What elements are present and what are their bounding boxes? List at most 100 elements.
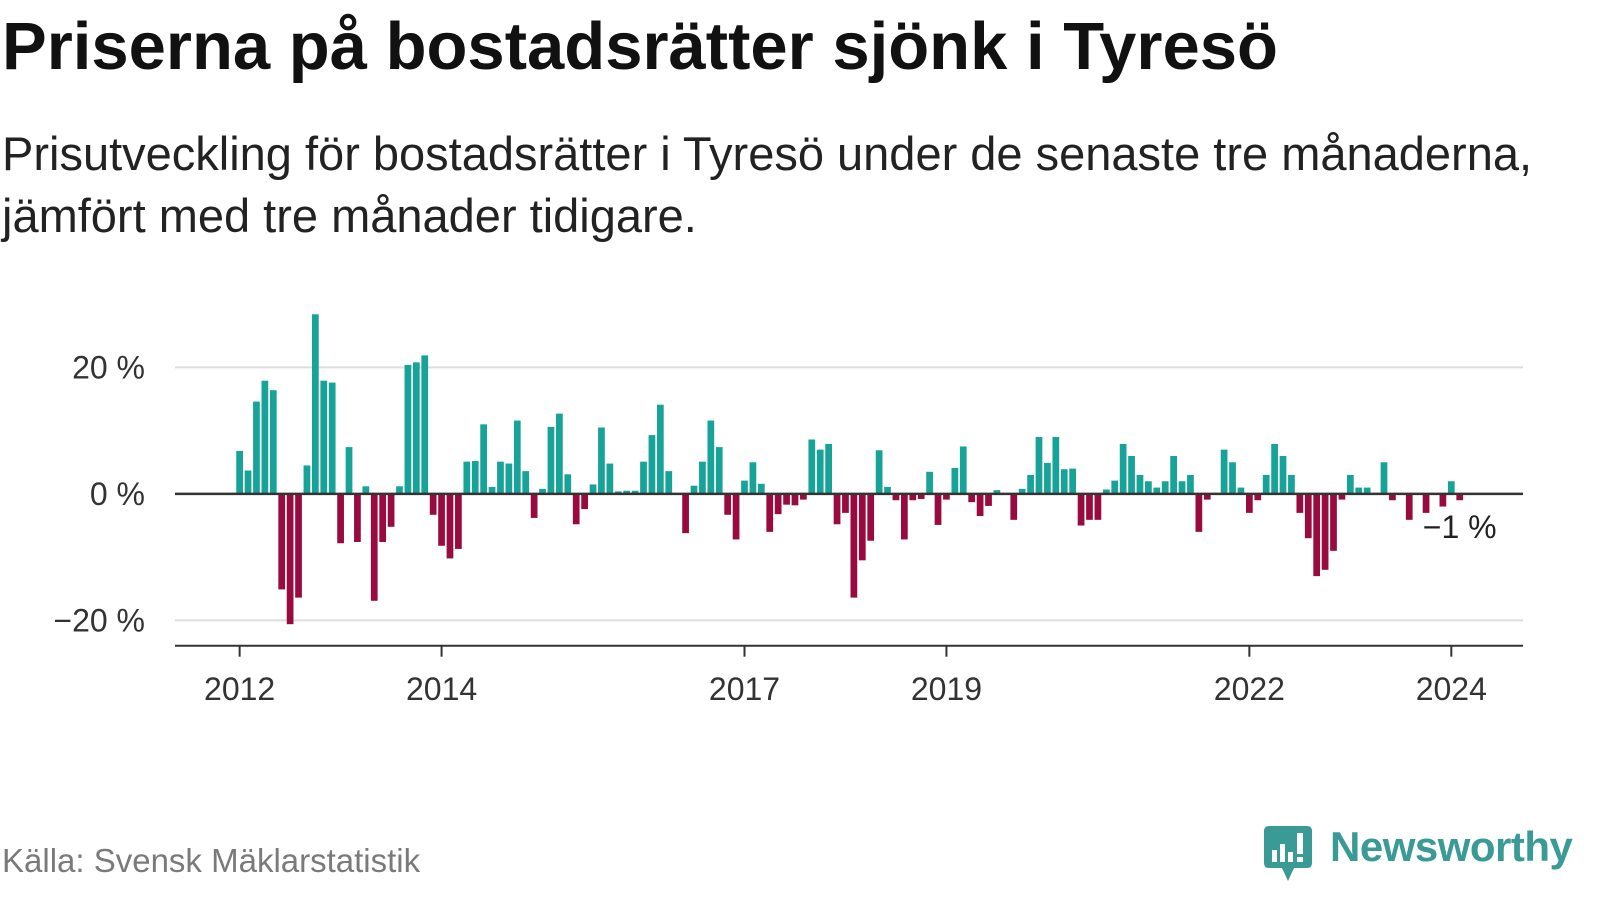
bar-2015-10 <box>614 491 622 494</box>
bar-2019-01 <box>943 493 950 500</box>
bar-2021-12 <box>1237 487 1245 494</box>
labels: 20 % 0 % −20 % 2012 2014 2017 2019 2022 2024 −1 % <box>53 349 1496 707</box>
y-tick-label: −20 % <box>53 602 145 638</box>
bar-2013-02 <box>345 447 353 494</box>
bar-2021-11 <box>1229 462 1236 494</box>
bars <box>236 314 1464 625</box>
bar-2023-12 <box>1439 493 1447 507</box>
bar-2017-06 <box>783 493 790 505</box>
bar-2013-04 <box>362 486 370 494</box>
bar-2018-01 <box>842 493 849 513</box>
gridlines <box>175 366 1523 622</box>
bar-2018-10 <box>917 493 925 499</box>
bar-2014-08 <box>497 461 504 494</box>
bar-2018-02 <box>850 493 858 598</box>
bar-2012-05 <box>269 390 277 494</box>
bar-2012-06 <box>278 493 286 590</box>
bar-2017-03 <box>757 483 765 494</box>
bar-2021-04 <box>1170 455 1177 494</box>
bar-2016-11 <box>724 493 732 515</box>
bar-2017-02 <box>749 462 757 494</box>
chart-title: Priserna på bostadsrätter sjönk i Tyresö <box>2 9 1278 84</box>
bar-2020-01 <box>1044 462 1051 494</box>
bar-2020-07 <box>1094 493 1102 520</box>
bar-2021-01 <box>1145 481 1152 494</box>
bar-2019-03 <box>959 446 967 494</box>
bar-2012-11 <box>320 380 328 494</box>
bar-2018-04 <box>867 493 875 541</box>
bar-2015-03 <box>556 413 563 494</box>
brand-name: Newsworthy <box>1330 823 1573 870</box>
newsworthy-logo: Newsworthy <box>1262 822 1582 886</box>
bar-2012-04 <box>261 380 269 494</box>
bar-2019-07 <box>993 490 1001 494</box>
bar-2021-05 <box>1178 481 1186 494</box>
bar-2020-11 <box>1128 455 1135 494</box>
bar-2014-04 <box>463 461 471 494</box>
bar-2015-09 <box>606 463 614 494</box>
bar-2016-06 <box>682 493 689 534</box>
last-value-annotation: −1 % <box>1423 509 1497 545</box>
bar-2023-03 <box>1363 487 1371 494</box>
bar-2014-07 <box>488 486 496 494</box>
bar-2021-03 <box>1161 481 1169 494</box>
source-note: Källa: Svensk Mäklarstatistik <box>2 842 421 879</box>
bar-2022-11 <box>1330 493 1337 551</box>
bar-2019-09 <box>1010 493 1018 520</box>
bar-2019-06 <box>985 493 992 506</box>
bar-2013-08 <box>396 486 403 494</box>
bar-2024-01 <box>1447 481 1455 494</box>
bar-2022-08 <box>1304 493 1312 539</box>
x-tick-label: 2022 <box>1214 671 1285 707</box>
bar-2022-10 <box>1321 493 1329 570</box>
bar-chart-bubble-icon <box>1264 826 1312 881</box>
bar-2020-05 <box>1077 493 1085 526</box>
bar-2019-05 <box>976 493 984 517</box>
bar-2014-11 <box>522 471 530 494</box>
x-tick-label: 2012 <box>204 671 275 707</box>
bar-2013-10 <box>412 362 420 494</box>
bar-2019-04 <box>968 493 976 503</box>
bar-2014-09 <box>505 463 513 494</box>
bar-2016-10 <box>715 447 723 494</box>
bar-2021-08 <box>1203 493 1211 500</box>
bar-2017-12 <box>833 493 841 525</box>
bar-2015-11 <box>623 490 631 494</box>
y-tick-label: 20 % <box>72 349 145 385</box>
bar-2023-06 <box>1389 493 1396 501</box>
bar-2018-09 <box>909 493 917 501</box>
bar-2016-09 <box>707 420 715 494</box>
bar-2017-11 <box>825 443 832 494</box>
bar-2013-09 <box>404 364 412 494</box>
bar-2013-03 <box>354 493 361 542</box>
bar-2013-07 <box>387 493 395 527</box>
bar-2020-09 <box>1111 480 1119 494</box>
bar-2019-10 <box>1018 488 1026 494</box>
bar-2013-12 <box>429 493 437 515</box>
bar-2016-12 <box>732 493 740 540</box>
bar-2016-08 <box>699 461 706 494</box>
bar-2020-03 <box>1060 469 1068 494</box>
bar-2015-04 <box>564 474 572 494</box>
bar-2012-01 <box>236 450 243 494</box>
bar-2012-02 <box>244 470 252 494</box>
x-tick-label: 2024 <box>1416 671 1487 707</box>
bar-2013-11 <box>421 355 429 494</box>
bar-2020-08 <box>1102 489 1110 494</box>
bar-2012-12 <box>328 382 336 494</box>
bar-2015-12 <box>631 490 639 494</box>
x-tick-label: 2019 <box>911 671 982 707</box>
bar-2019-02 <box>951 467 959 494</box>
bar-2014-06 <box>480 424 488 494</box>
bar-2012-03 <box>253 401 260 494</box>
x-tick-label: 2014 <box>406 671 477 707</box>
bar-2023-02 <box>1355 487 1363 494</box>
bar-2016-04 <box>665 471 673 494</box>
axes <box>175 492 1523 657</box>
bar-2013-05 <box>370 493 378 601</box>
bar-2015-06 <box>581 493 588 510</box>
bar-2014-05 <box>471 461 479 494</box>
bar-2017-04 <box>766 493 774 532</box>
bar-2021-02 <box>1153 487 1161 494</box>
